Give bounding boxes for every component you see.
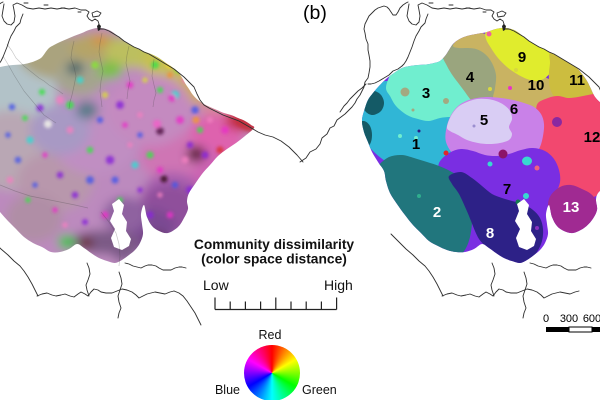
svg-text:11: 11 [569,72,585,89]
svg-text:2: 2 [433,204,441,221]
svg-text:300: 300 [560,313,578,325]
svg-text:4: 4 [466,69,475,86]
svg-text:9: 9 [518,49,526,66]
svg-text:5: 5 [480,112,488,129]
svg-text:10: 10 [528,77,545,94]
svg-text:High: High [324,277,353,293]
svg-text:1: 1 [412,136,420,153]
svg-text:8: 8 [486,225,494,242]
svg-text:Low: Low [203,277,230,293]
svg-text:Blue: Blue [215,383,240,397]
svg-text:600: 600 [583,313,600,325]
svg-text:3: 3 [422,85,430,102]
svg-text:(b): (b) [303,2,327,24]
svg-text:Red: Red [259,328,282,342]
svg-text:12: 12 [584,129,600,146]
svg-text:Green: Green [302,383,337,397]
svg-text:7: 7 [503,181,511,198]
svg-text:0: 0 [543,313,549,325]
svg-text:6: 6 [510,101,518,118]
svg-text:(color space distance): (color space distance) [201,252,347,267]
svg-text:13: 13 [563,199,580,216]
svg-text:Community dissimilarity: Community dissimilarity [194,237,355,252]
